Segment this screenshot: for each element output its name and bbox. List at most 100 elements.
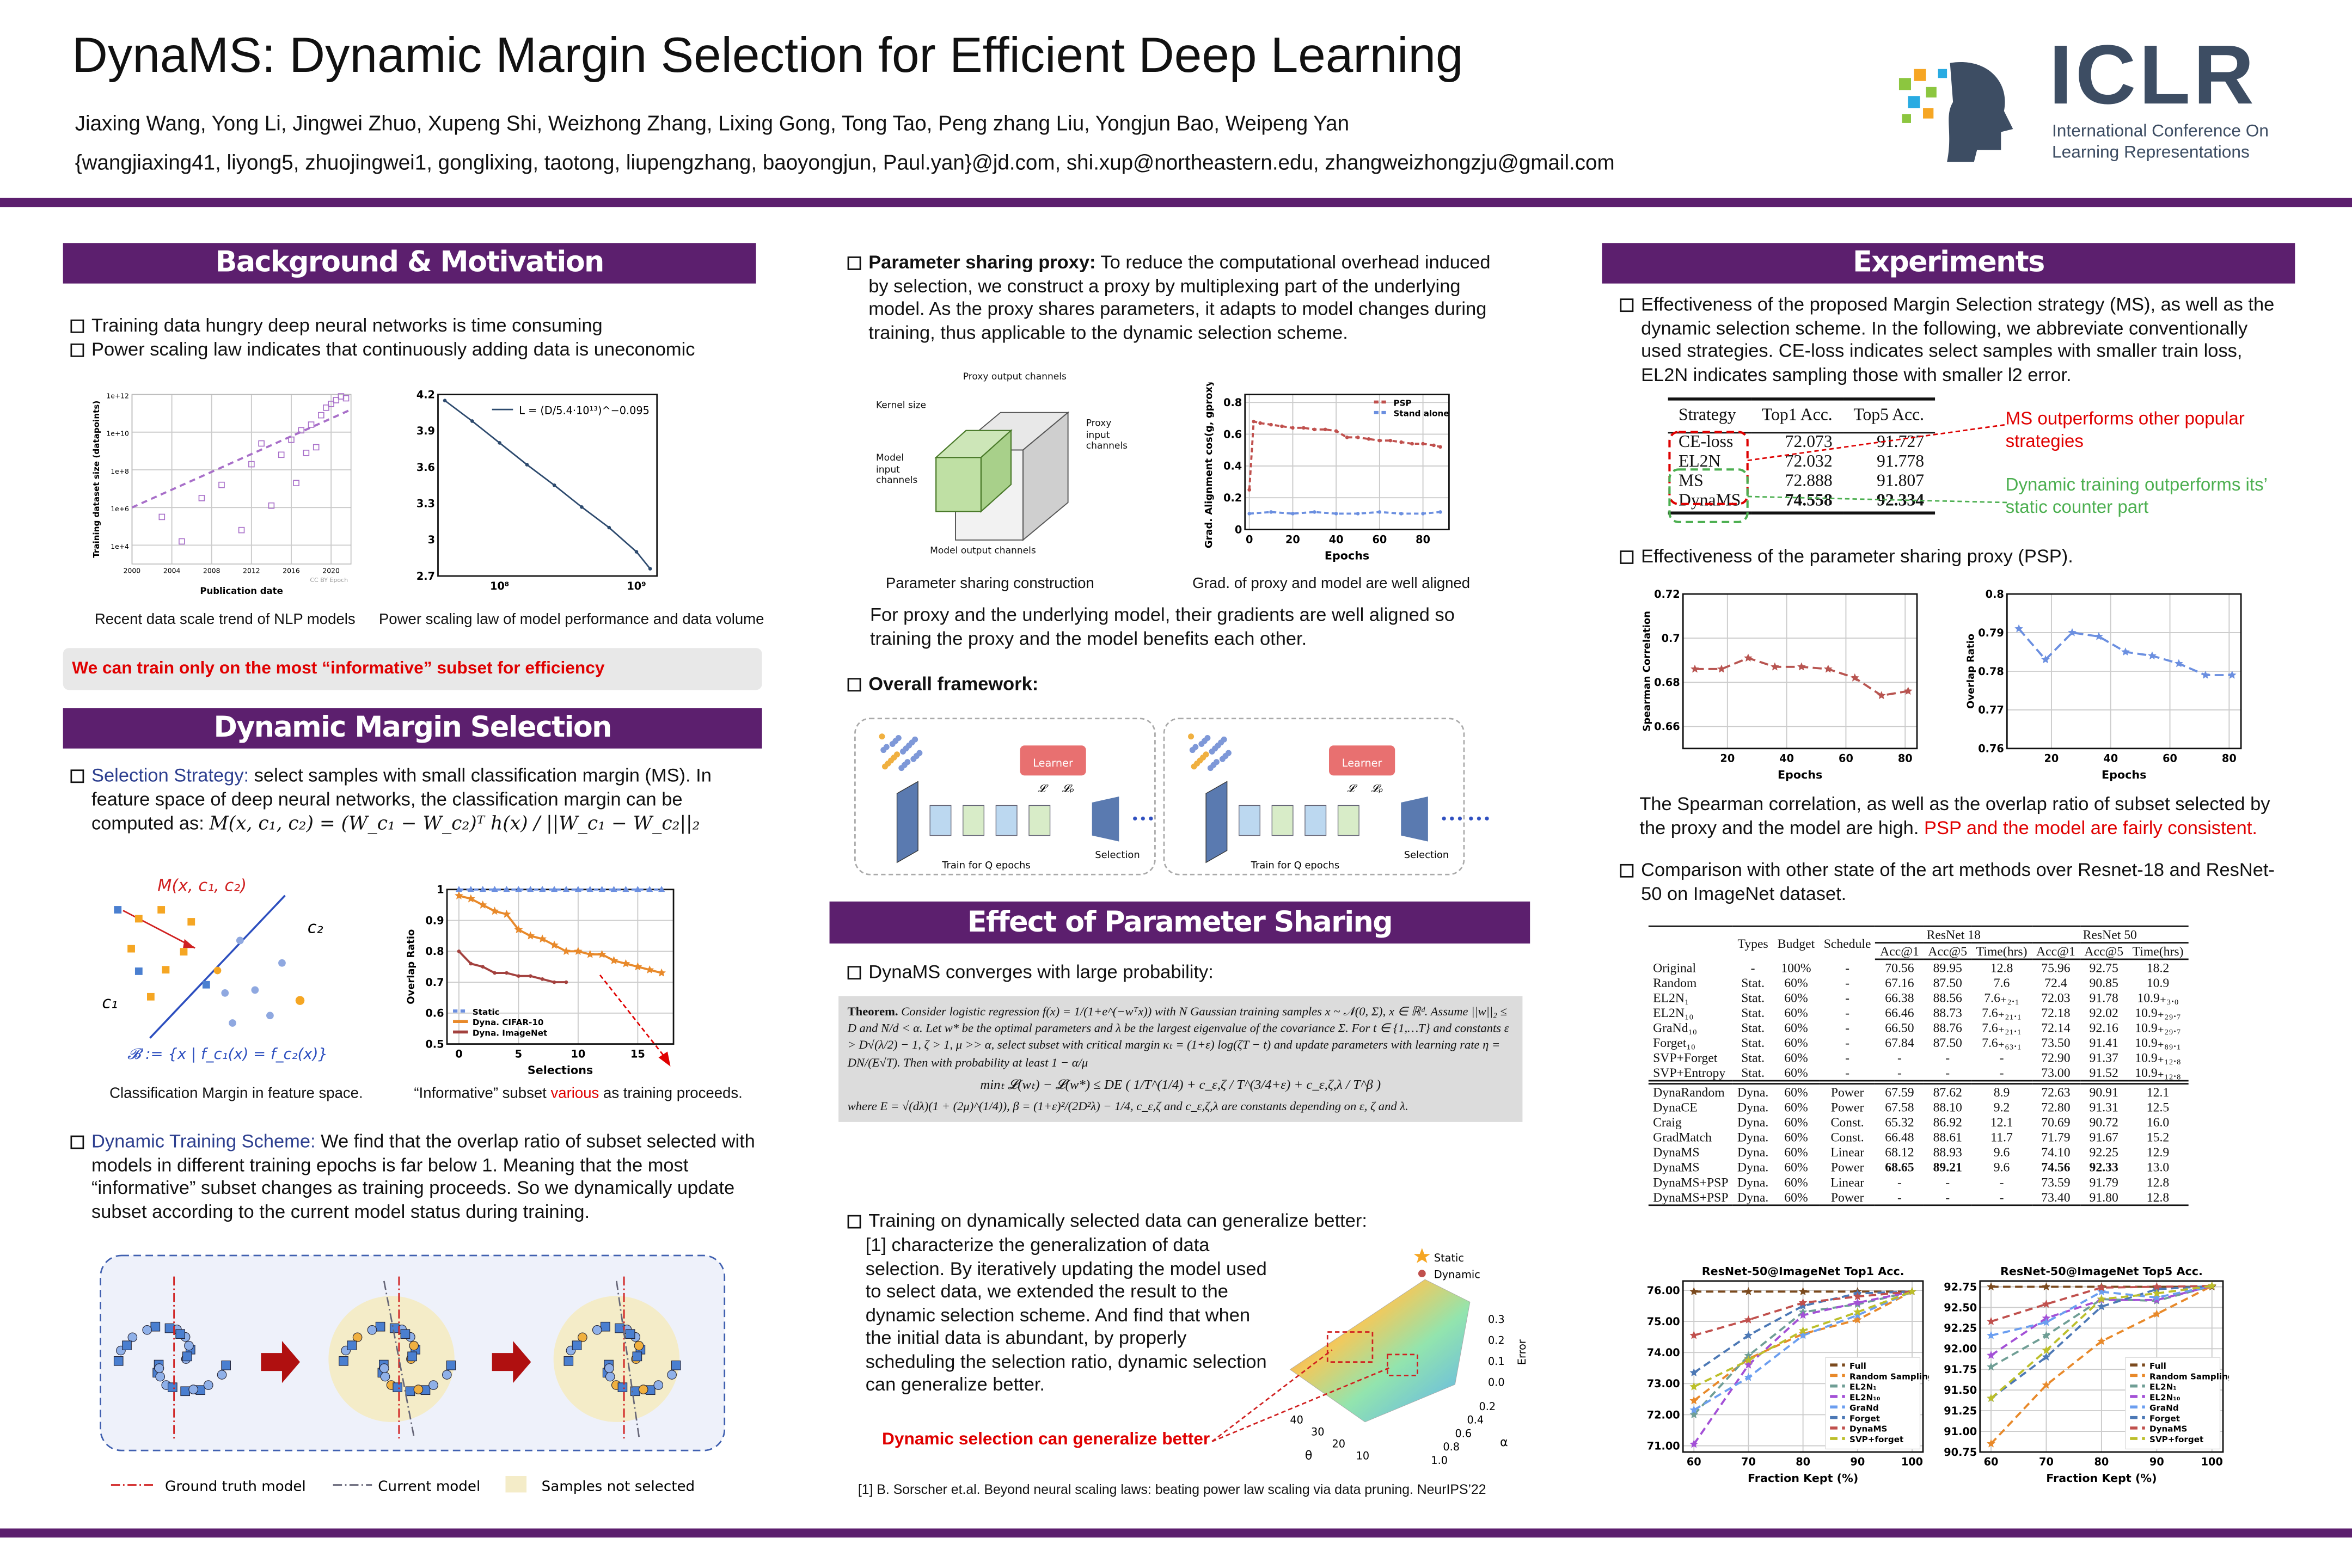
- table-row: GradMatch Dyna. 60% Const. 66.48 88.61 11.7 71.…: [1649, 1130, 2188, 1145]
- data-point: [1334, 512, 1338, 516]
- data-point: [1798, 1326, 1808, 1334]
- y-tick-label: 0: [1235, 523, 1242, 536]
- table-cell: Dyna.: [1737, 1114, 1769, 1130]
- data-point: [2207, 1281, 2216, 1290]
- table-cell: 67.16: [1885, 975, 1914, 990]
- table-cell: Craig: [1653, 1114, 1682, 1130]
- table-cell: 9.6: [1993, 1159, 2010, 1175]
- table-cell: 87.50: [1933, 975, 1962, 990]
- sample-square: [446, 1360, 456, 1370]
- y-axis-label: Overlap Ratio: [1965, 634, 1977, 709]
- table-cell: 91.80: [2089, 1189, 2118, 1205]
- table-cell: 72.80: [2041, 1099, 2071, 1115]
- data-point: [2097, 1294, 2106, 1303]
- data-point: [1377, 510, 1382, 514]
- data-point: [552, 980, 556, 984]
- data-point: [1987, 1316, 1995, 1325]
- table-row: DynaCE Dyna. 60% Power 67.58 88.10 9.2 72.80 91.…: [1649, 1099, 2188, 1114]
- note-ms-outperforms: MS outperforms other popular strategies: [2005, 408, 2245, 452]
- selection-label: Selection: [1404, 849, 1449, 861]
- y-axis-label: Training dataset size (datapoints): [91, 401, 101, 558]
- table-cell: 66.48: [1885, 1129, 1914, 1145]
- table-cell: DynaMS: [1653, 1159, 1700, 1175]
- comparison-table: Types Budget Schedule ResNet 18 ResNet 50 Acc…: [1648, 925, 2188, 1206]
- y-tick-label: 90.75: [1944, 1446, 1977, 1459]
- dynamic-training-desc: We find that the overlap ratio of subset…: [91, 1131, 755, 1222]
- column-header: Time(hrs): [2128, 942, 2188, 960]
- table-row: DynaMS Dyna. 60% Power 68.65 89.21 9.6 74.56 92.…: [1649, 1160, 2188, 1175]
- data-point: [502, 909, 511, 918]
- framework-panel: [854, 718, 1156, 875]
- y-tick-label: 1e+4: [111, 542, 129, 550]
- y-axis-label: Overlap Ratio: [405, 929, 416, 1004]
- table-cell: -: [1750, 959, 1755, 975]
- data-point: [550, 940, 559, 949]
- y-tick-label: 3.6: [416, 461, 435, 474]
- table-cell: 9.2: [1993, 1099, 2010, 1115]
- data-point: [585, 950, 595, 958]
- sample-square: [400, 1329, 411, 1339]
- data-point: [323, 405, 329, 411]
- table-cell: 60%: [1784, 975, 1808, 990]
- data-point: [658, 886, 665, 892]
- data-point: [2152, 1289, 2161, 1297]
- table-cell: GradMatch: [1653, 1129, 1712, 1145]
- data-point: [1797, 662, 1806, 671]
- table-cell: 12.8: [1990, 960, 2013, 975]
- data-point: [2227, 670, 2237, 679]
- parameter-sharing-cube-diagram: [934, 411, 1070, 541]
- table-cell: -: [1897, 1050, 1902, 1065]
- sample-dot: [1192, 744, 1199, 750]
- sample-square: [601, 1321, 610, 1332]
- y-tick-label: 91.00: [1944, 1425, 1977, 1438]
- selection-strategy-text: Selection Strategy: select samples with …: [68, 765, 757, 836]
- legend-box: [1825, 1357, 1921, 1450]
- highlight-box: We can train only on the most “informati…: [63, 648, 762, 690]
- y-tick-label: 91.25: [1944, 1405, 1977, 1417]
- data-point: [2042, 1300, 2051, 1308]
- selection-strategy-desc: select samples with small classification…: [91, 765, 712, 834]
- sample-square: [168, 1382, 177, 1392]
- data-point: [646, 886, 653, 892]
- caption-cube: Parameter sharing construction: [885, 575, 1094, 593]
- sample-circle: [634, 1340, 644, 1351]
- data-point: [1399, 440, 1404, 444]
- table-cell: 12.8: [2146, 1189, 2170, 1205]
- x-tick-label: 2016: [283, 566, 300, 574]
- column-header: Top5 Acc.: [1843, 399, 1935, 434]
- iclr-logo-icon: [1893, 57, 2016, 165]
- data-point: [515, 886, 522, 892]
- framework-label: Overall framework:: [844, 673, 1038, 697]
- table-cell: Stat.: [1741, 1004, 1765, 1020]
- legend-label: Forget: [1849, 1413, 1880, 1423]
- data-point: [467, 886, 474, 892]
- sample-dot: [883, 744, 890, 750]
- data-point: [258, 440, 265, 447]
- sample-circle: [592, 1325, 602, 1335]
- sample-dot: [1221, 736, 1227, 743]
- iclr-logo-sub1: International Conference On: [2051, 122, 2269, 141]
- table-cell: Stat.: [1741, 1065, 1765, 1080]
- selection-strategy-label: Selection Strategy:: [91, 765, 249, 786]
- data-point: [278, 451, 285, 458]
- table-header-row: Acc@1 Acc@5 Time(hrs) Acc@1 Acc@5 Time(hrs): [1649, 942, 2188, 960]
- learner-label: Learner: [1033, 757, 1073, 769]
- table-cell: Dyna.: [1737, 1144, 1769, 1160]
- generalization-surface-plot: Static Dynamic 0.3 0.2 0.1 0.0 Error 0.2…: [1211, 1248, 1528, 1467]
- table-cell: Dyna.: [1737, 1159, 1769, 1175]
- data-point: [1689, 1382, 1699, 1391]
- data-point: [1853, 1315, 1862, 1324]
- boundary-label: 𝓑 := {x | f_c₁(x) = f_c₂(x)}: [127, 1045, 328, 1063]
- table-cell: Stat.: [1741, 1020, 1765, 1036]
- table-cell: DynaMS+PSP: [1653, 1174, 1729, 1190]
- table-cell: 60%: [1773, 1080, 1820, 1100]
- data-point: [1853, 1307, 1862, 1316]
- table-cell: Stat.: [1741, 975, 1765, 990]
- data-point: [198, 495, 205, 501]
- x-tick-label: 80: [2094, 1456, 2109, 1468]
- selection-block: [1401, 796, 1428, 842]
- caption-informative: “Informative” subset various as training…: [396, 1086, 760, 1104]
- data-point: [268, 502, 275, 509]
- table-cell: -: [1897, 1065, 1902, 1080]
- table-cell: 12.1: [1990, 1114, 2013, 1130]
